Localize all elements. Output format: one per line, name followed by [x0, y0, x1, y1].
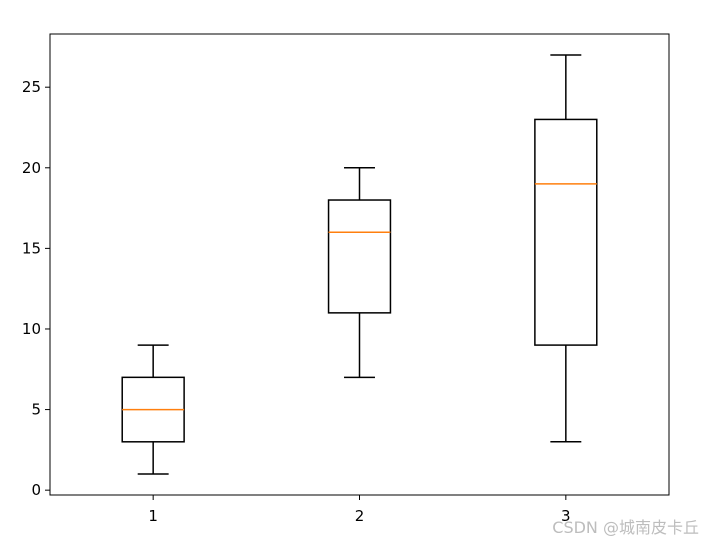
x-tick-label: 3 — [561, 507, 571, 525]
x-tick-label: 1 — [148, 507, 158, 525]
y-tick-label: 15 — [22, 239, 41, 257]
y-tick-label: 0 — [31, 481, 41, 499]
plot-area: 0 5 10 15 20 25 1 2 3 — [22, 33, 670, 525]
axes-frame — [49, 33, 670, 496]
x-tick-label: 2 — [355, 507, 365, 525]
y-tick-label: 10 — [22, 320, 41, 338]
y-tick-label: 5 — [31, 401, 41, 419]
y-tick-label: 25 — [22, 78, 41, 96]
watermark: CSDN @城南皮卡丘 — [552, 518, 699, 537]
y-tick-label: 20 — [22, 159, 41, 177]
box-body — [327, 199, 392, 314]
box-body — [534, 118, 598, 346]
